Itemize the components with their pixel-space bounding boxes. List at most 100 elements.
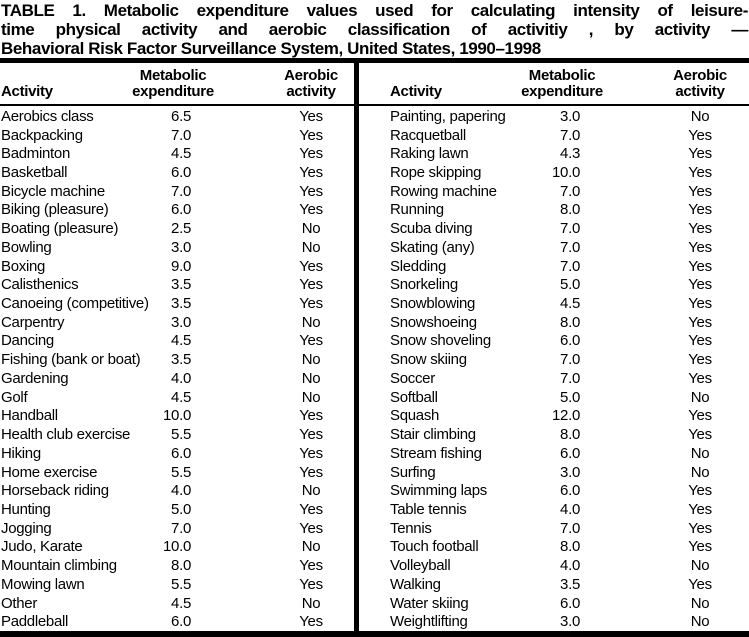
metabolic-expenditure-cell: 4.0 [560, 557, 580, 575]
activity-cell: Racquetball [390, 126, 466, 144]
aerobic-activity-cell: Yes [688, 351, 712, 369]
aerobic-activity-cell: No [690, 388, 710, 406]
activity-cell: Canoeing (competitive) [1, 295, 149, 313]
activity-cell: Dancing [1, 332, 54, 350]
metabolic-expenditure-cell: 6.0 [560, 444, 580, 462]
aerobic-activity-cell: No [690, 463, 710, 481]
metabolic-expenditure-cell: 7.0 [560, 519, 580, 537]
aerobic-activity-cell: No [690, 444, 710, 462]
table-row: Handball 10.0 Yes [1, 407, 354, 426]
metabolic-expenditure-cell: 4.5 [171, 145, 191, 163]
metabolic-expenditure-cell: 7.0 [560, 126, 580, 144]
activity-cell: Squash [390, 407, 440, 425]
metabolic-expenditure-cell: 5.5 [171, 426, 191, 444]
activity-cell: Boating (pleasure) [1, 220, 119, 238]
metabolic-expenditure-cell: 7.0 [171, 182, 191, 200]
aerobic-activity-cell: Yes [688, 145, 712, 163]
table-row: Scuba diving 7.0 Yes [390, 219, 749, 238]
aerobic-activity-cell: No [301, 313, 321, 331]
metabolic-expenditure-cell: 6.0 [171, 613, 191, 631]
activity-cell: Other [1, 594, 38, 612]
col-header-aerobic-activity: Aerobic activity [668, 68, 732, 100]
aerobic-activity-cell: Yes [299, 444, 323, 462]
top-rule [0, 58, 749, 63]
metabolic-expenditure-cell: 8.0 [560, 313, 580, 331]
col-header-metabolic-expenditure: Metabolic expenditure [132, 68, 214, 100]
table-row: Bicycle machine 7.0 Yes [1, 182, 354, 201]
col-header-aerobic-activity: Aerobic activity [279, 68, 343, 100]
metabolic-expenditure-cell: 3.5 [171, 351, 191, 369]
aerobic-activity-cell: Yes [299, 182, 323, 200]
activity-cell: Rowing machine [390, 182, 497, 200]
table-row: Surfing 3.0 No [390, 463, 749, 482]
aerobic-activity-cell: No [690, 613, 710, 631]
table-row: Dancing 4.5 Yes [1, 332, 354, 351]
header-rule [0, 104, 749, 106]
metabolic-expenditure-cell: 7.0 [171, 126, 191, 144]
activity-cell: Snowblowing [390, 295, 476, 313]
aerobic-activity-cell: No [690, 594, 710, 612]
table-row: Skating (any) 7.0 Yes [390, 238, 749, 257]
aerobic-activity-cell: No [301, 538, 321, 556]
aerobic-activity-cell: No [301, 594, 321, 612]
aerobic-activity-cell: Yes [688, 426, 712, 444]
metabolic-expenditure-cell: 6.5 [171, 107, 191, 125]
activity-cell: Soccer [390, 369, 435, 387]
table-row: Rowing machine 7.0 Yes [390, 182, 749, 201]
metabolic-expenditure-cell: 5.0 [560, 276, 580, 294]
table-row: Judo, Karate 10.0 No [1, 538, 354, 557]
table-row: Aerobics class 6.5 Yes [1, 107, 354, 126]
activity-cell: Handball [1, 407, 58, 425]
header-row: Activity Metabolic expenditure Aerobic a… [1, 63, 354, 104]
metabolic-expenditure-cell: 10.0 [163, 538, 191, 556]
metabolic-expenditure-cell: 4.5 [560, 295, 580, 313]
metabolic-expenditure-cell: 7.0 [171, 519, 191, 537]
col-header-aerobic-line1: Aerobic [673, 67, 727, 84]
table-row: Snowblowing 4.5 Yes [390, 294, 749, 313]
aerobic-activity-cell: Yes [299, 276, 323, 294]
table-row: Squash 12.0 Yes [390, 407, 749, 426]
aerobic-activity-cell: Yes [299, 257, 323, 275]
table-row: Soccer 7.0 Yes [390, 369, 749, 388]
activity-cell: Biking (pleasure) [1, 201, 109, 219]
activity-cell: Swimming laps [390, 482, 487, 500]
table-row: Health club exercise 5.5 Yes [1, 425, 354, 444]
metabolic-expenditure-cell: 9.0 [171, 257, 191, 275]
activity-cell: Stream fishing [390, 444, 482, 462]
aerobic-activity-cell: No [301, 482, 321, 500]
table-row: Hunting 5.0 Yes [1, 500, 354, 519]
aerobic-activity-cell: Yes [688, 295, 712, 313]
activity-cell: Volleyball [390, 557, 451, 575]
left-column-group: Activity Metabolic expenditure Aerobic a… [0, 63, 354, 631]
aerobic-activity-cell: Yes [688, 276, 712, 294]
metabolic-expenditure-cell: 7.0 [560, 351, 580, 369]
table-row: Table tennis 4.0 Yes [390, 500, 749, 519]
activity-cell: Backpacking [1, 126, 83, 144]
aerobic-activity-cell: Yes [299, 107, 323, 125]
activity-cell: Paddleball [1, 613, 69, 631]
table-row: Paddleball 6.0 Yes [1, 612, 354, 631]
col-header-metabolic-line2: expenditure [521, 83, 603, 100]
metabolic-expenditure-cell: 3.0 [560, 613, 580, 631]
activity-cell: Snorkeling [390, 276, 458, 294]
metabolic-expenditure-cell: 8.0 [560, 426, 580, 444]
metabolic-expenditure-cell: 5.0 [560, 388, 580, 406]
table-row: Backpacking 7.0 Yes [1, 126, 354, 145]
activity-cell: Badminton [1, 145, 71, 163]
metabolic-expenditure-cell: 3.5 [560, 575, 580, 593]
table-row: Volleyball 4.0 No [390, 556, 749, 575]
table-row: Boating (pleasure) 2.5 No [1, 219, 354, 238]
activity-cell: Rope skipping [390, 164, 482, 182]
table-row: Home exercise 5.5 Yes [1, 463, 354, 482]
activity-cell: Sledding [390, 257, 446, 275]
aerobic-activity-cell: Yes [688, 126, 712, 144]
table-row: Golf 4.5 No [1, 388, 354, 407]
aerobic-activity-cell: Yes [299, 164, 323, 182]
col-header-aerobic-line2: activity [675, 83, 725, 100]
col-header-activity: Activity [1, 83, 53, 100]
aerobic-activity-cell: Yes [688, 482, 712, 500]
col-header-metabolic-expenditure: Metabolic expenditure [521, 68, 603, 100]
metabolic-expenditure-cell: 6.0 [171, 444, 191, 462]
aerobic-activity-cell: No [301, 369, 321, 387]
table-row: Water skiing 6.0 No [390, 594, 749, 613]
